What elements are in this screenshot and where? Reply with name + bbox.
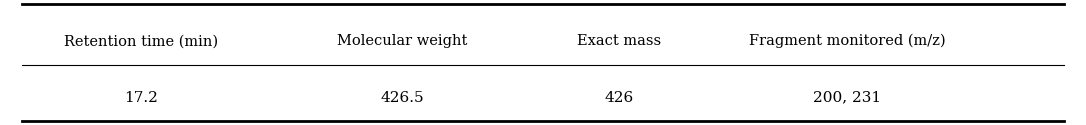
- Text: 17.2: 17.2: [124, 90, 159, 104]
- Text: Fragment monitored (m/z): Fragment monitored (m/z): [748, 34, 946, 48]
- Text: Retention time (min): Retention time (min): [64, 34, 218, 48]
- Text: 426.5: 426.5: [380, 90, 424, 104]
- Text: Exact mass: Exact mass: [577, 34, 661, 48]
- Text: Molecular weight: Molecular weight: [337, 34, 467, 48]
- Text: 200, 231: 200, 231: [813, 90, 881, 104]
- Text: 426: 426: [605, 90, 633, 104]
